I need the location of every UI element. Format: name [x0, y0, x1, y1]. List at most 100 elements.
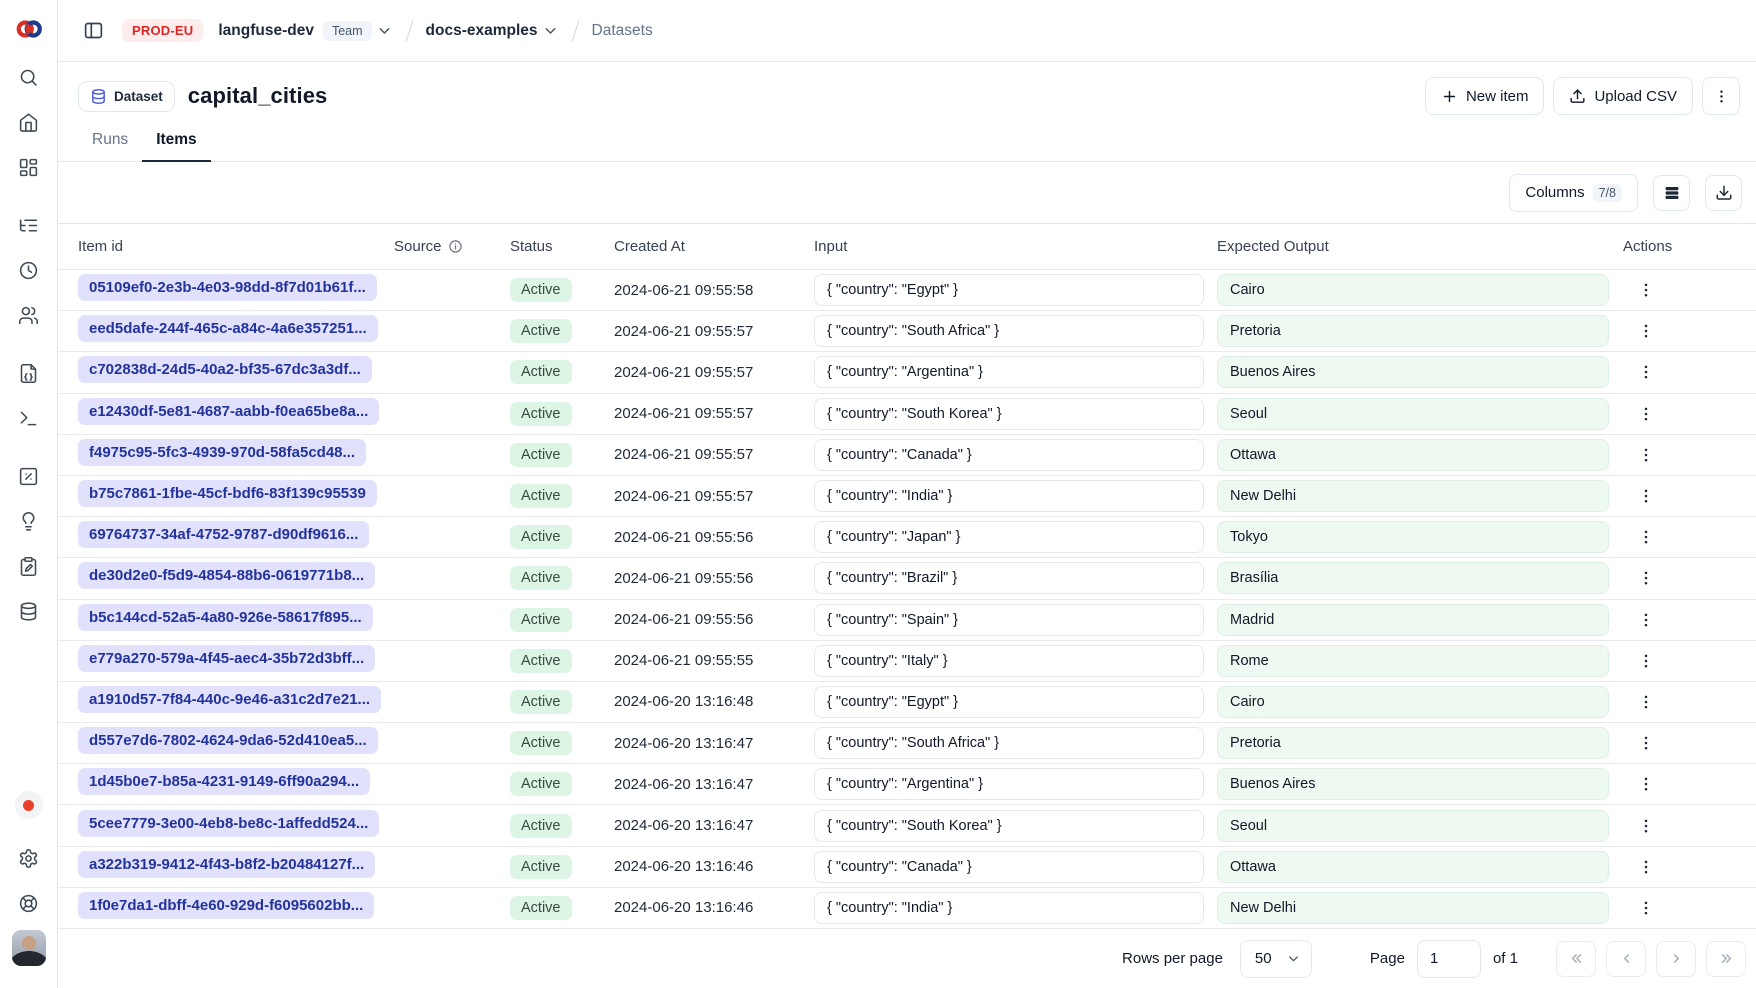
item-id-link[interactable]: eed5dafe-244f-465c-a84c-4a6e357251... [78, 315, 378, 342]
expected-output-value[interactable]: New Delhi [1217, 480, 1609, 512]
annotation-icon[interactable] [12, 549, 46, 583]
new-item-button[interactable]: New item [1425, 77, 1545, 115]
previous-page-button[interactable] [1606, 941, 1646, 977]
expected-output-value[interactable]: Buenos Aires [1217, 768, 1609, 800]
item-id-link[interactable]: e12430df-5e81-4687-aabb-f0ea65be8a... [78, 398, 379, 425]
project-name[interactable]: docs-examples [426, 22, 538, 40]
item-id-link[interactable]: de30d2e0-f5d9-4854-88b6-0619771b8... [78, 562, 375, 589]
input-value[interactable]: { "country": "Argentina" } [814, 768, 1204, 800]
org-name[interactable]: langfuse-dev [218, 22, 314, 40]
evaluation-icon[interactable] [12, 459, 46, 493]
expected-output-value[interactable]: Rome [1217, 645, 1609, 677]
export-button[interactable] [1705, 175, 1742, 211]
row-height-button[interactable] [1653, 175, 1690, 211]
row-actions-menu-button[interactable] [1631, 769, 1661, 799]
row-actions-menu-button[interactable] [1631, 275, 1661, 305]
item-id-link[interactable]: b75c7861-1fbe-45cf-bdf6-83f139c95539 [78, 480, 377, 507]
input-value[interactable]: { "country": "Brazil" } [814, 562, 1204, 594]
item-id-link[interactable]: 1d45b0e7-b85a-4231-9149-6ff90a294... [78, 768, 370, 795]
columns-button[interactable]: Columns 7/8 [1509, 174, 1638, 212]
row-actions-menu-button[interactable] [1631, 646, 1661, 676]
header-more-actions-button[interactable] [1702, 77, 1740, 115]
item-id-link[interactable]: a1910d57-7f84-440c-9e46-a31c2d7e21... [78, 686, 381, 713]
row-actions-menu-button[interactable] [1631, 481, 1661, 511]
expected-output-value[interactable]: Ottawa [1217, 851, 1609, 883]
column-header-created-at[interactable]: Created At [614, 238, 814, 255]
tab-items[interactable]: Items [142, 131, 211, 162]
item-id-link[interactable]: 69764737-34af-4752-9787-d90df9616... [78, 521, 369, 548]
input-value[interactable]: { "country": "Italy" } [814, 645, 1204, 677]
support-icon[interactable] [12, 886, 46, 920]
tab-runs[interactable]: Runs [78, 131, 142, 162]
expected-output-value[interactable]: Cairo [1217, 686, 1609, 718]
input-value[interactable]: { "country": "Canada" } [814, 439, 1204, 471]
row-actions-menu-button[interactable] [1631, 316, 1661, 346]
ideas-icon[interactable] [12, 504, 46, 538]
upload-csv-button[interactable]: Upload CSV [1553, 77, 1693, 115]
page-number-input[interactable] [1417, 940, 1481, 978]
item-id-link[interactable]: c702838d-24d5-40a2-bf35-67dc3a3df... [78, 356, 372, 383]
langfuse-logo-icon[interactable] [14, 14, 44, 44]
input-value[interactable]: { "country": "India" } [814, 480, 1204, 512]
expected-output-value[interactable]: Seoul [1217, 398, 1609, 430]
input-value[interactable]: { "country": "India" } [814, 892, 1204, 924]
row-actions-menu-button[interactable] [1631, 728, 1661, 758]
row-actions-menu-button[interactable] [1631, 893, 1661, 923]
expected-output-value[interactable]: Cairo [1217, 274, 1609, 306]
playground-icon[interactable] [12, 401, 46, 435]
first-page-button[interactable] [1556, 941, 1596, 977]
search-icon[interactable] [12, 60, 46, 94]
row-actions-menu-button[interactable] [1631, 357, 1661, 387]
item-id-link[interactable]: e779a270-579a-4f45-aec4-35b72d3bff... [78, 645, 375, 672]
expected-output-value[interactable]: Madrid [1217, 604, 1609, 636]
sessions-icon[interactable] [12, 253, 46, 287]
input-value[interactable]: { "country": "South Africa" } [814, 315, 1204, 347]
user-avatar[interactable] [12, 931, 46, 965]
input-value[interactable]: { "country": "South Korea" } [814, 398, 1204, 430]
item-id-link[interactable]: a322b319-9412-4f43-b8f2-b20484127f... [78, 851, 375, 878]
home-icon[interactable] [12, 105, 46, 139]
row-actions-menu-button[interactable] [1631, 687, 1661, 717]
expected-output-value[interactable]: New Delhi [1217, 892, 1609, 924]
input-value[interactable]: { "country": "Argentina" } [814, 356, 1204, 388]
rows-per-page-select[interactable]: 50 [1240, 940, 1312, 978]
users-icon[interactable] [12, 298, 46, 332]
column-header-source[interactable]: Source [394, 238, 510, 255]
item-id-link[interactable]: 5cee7779-3e00-4eb8-be8c-1affedd524... [78, 810, 379, 837]
input-value[interactable]: { "country": "Spain" } [814, 604, 1204, 636]
input-value[interactable]: { "country": "Egypt" } [814, 274, 1204, 306]
item-id-link[interactable]: 05109ef0-2e3b-4e03-98dd-8f7d01b61f... [78, 274, 377, 301]
row-actions-menu-button[interactable] [1631, 605, 1661, 635]
tracing-icon[interactable] [12, 208, 46, 242]
column-header-item-id[interactable]: Item id [78, 238, 394, 255]
expected-output-value[interactable]: Tokyo [1217, 521, 1609, 553]
expected-output-value[interactable]: Seoul [1217, 810, 1609, 842]
row-actions-menu-button[interactable] [1631, 399, 1661, 429]
input-value[interactable]: { "country": "South Africa" } [814, 727, 1204, 759]
project-switcher-chevron-down-icon[interactable] [542, 22, 559, 39]
column-header-input[interactable]: Input [814, 238, 1217, 255]
row-actions-menu-button[interactable] [1631, 852, 1661, 882]
row-actions-menu-button[interactable] [1631, 440, 1661, 470]
item-id-link[interactable]: d557e7d6-7802-4624-9da6-52d410ea5... [78, 727, 378, 754]
breadcrumb-section[interactable]: Datasets [592, 22, 653, 40]
item-id-link[interactable]: 1f0e7da1-dbff-4e60-929d-f6095602bb... [78, 892, 374, 919]
row-actions-menu-button[interactable] [1631, 563, 1661, 593]
input-value[interactable]: { "country": "Canada" } [814, 851, 1204, 883]
input-value[interactable]: { "country": "Japan" } [814, 521, 1204, 553]
row-actions-menu-button[interactable] [1631, 522, 1661, 552]
settings-icon[interactable] [12, 841, 46, 875]
input-value[interactable]: { "country": "Egypt" } [814, 686, 1204, 718]
item-id-link[interactable]: b5c144cd-52a5-4a80-926e-58617f895... [78, 604, 373, 631]
item-id-link[interactable]: f4975c95-5fc3-4939-970d-58fa5cd48... [78, 439, 366, 466]
last-page-button[interactable] [1706, 941, 1746, 977]
expected-output-value[interactable]: Pretoria [1217, 727, 1609, 759]
next-page-button[interactable] [1656, 941, 1696, 977]
expected-output-value[interactable]: Brasília [1217, 562, 1609, 594]
prompts-icon[interactable] [12, 356, 46, 390]
input-value[interactable]: { "country": "South Korea" } [814, 810, 1204, 842]
sidebar-toggle-icon[interactable] [78, 16, 108, 46]
column-header-expected-output[interactable]: Expected Output [1217, 238, 1623, 255]
column-header-status[interactable]: Status [510, 238, 614, 255]
org-switcher-chevron-down-icon[interactable] [376, 22, 393, 39]
